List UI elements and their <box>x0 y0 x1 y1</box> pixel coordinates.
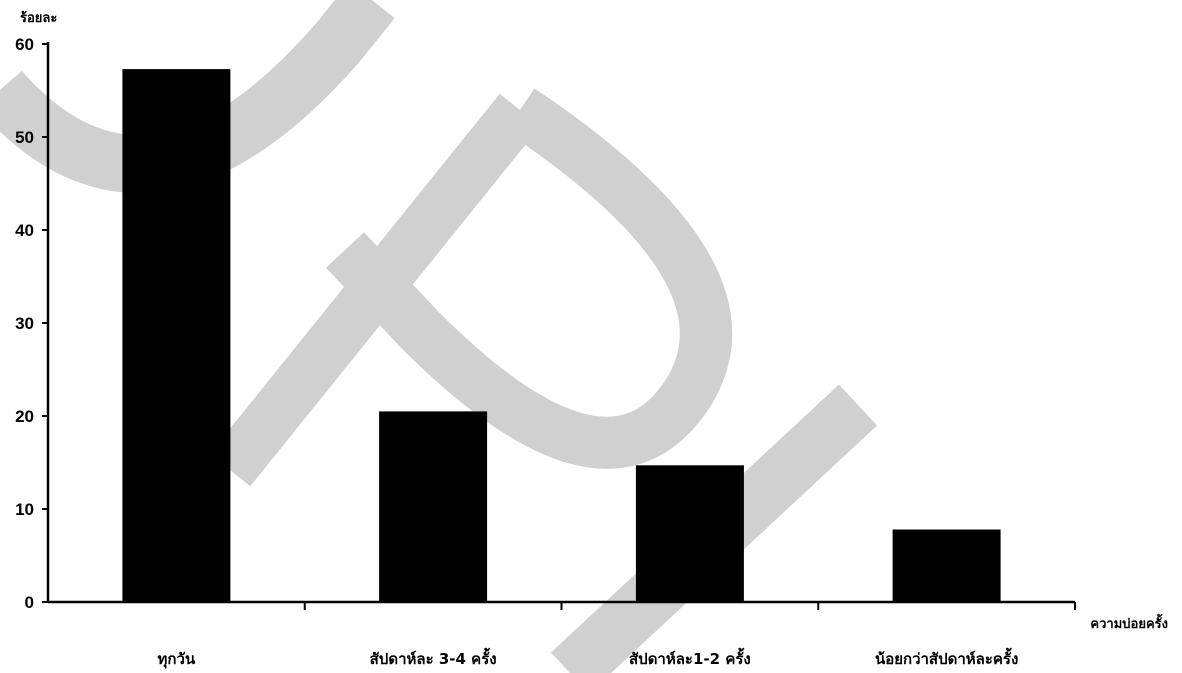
y-ticks-layer: 0 10 20 30 40 50 60 <box>15 35 48 612</box>
y-tick-label: 40 <box>15 221 34 240</box>
watermark-p-bowl <box>326 88 732 469</box>
category-label: สัปดาห์ละ1-2 ครั้ง <box>629 647 751 668</box>
category-labels-layer: ทุกวัน สัปดาห์ละ 3-4 ครั้ง สัปดาห์ละ1-2 คร… <box>158 647 1019 669</box>
bar-2 <box>379 411 488 602</box>
y-tick-label: 60 <box>15 35 34 54</box>
category-label: น้อยกว่าสัปดาห์ละครั้ง <box>875 647 1018 668</box>
category-label: สัปดาห์ละ 3-4 ครั้ง <box>370 647 497 668</box>
bar-4 <box>892 529 1001 602</box>
x-ticks-layer <box>303 602 1076 610</box>
y-tick-label: 50 <box>15 128 34 147</box>
bar-1 <box>122 69 231 603</box>
bars-layer <box>122 69 1001 603</box>
y-tick-label: 30 <box>15 314 34 333</box>
y-axis-title: ร้อยละ <box>20 10 57 26</box>
y-tick-label: 10 <box>15 500 34 519</box>
y-tick-label: 0 <box>25 593 34 612</box>
y-tick-label: 20 <box>15 407 34 426</box>
category-label: ทุกวัน <box>158 650 196 669</box>
x-axis-title: ความบ่อยครั้ง <box>1090 613 1168 632</box>
bar-3 <box>635 465 744 602</box>
